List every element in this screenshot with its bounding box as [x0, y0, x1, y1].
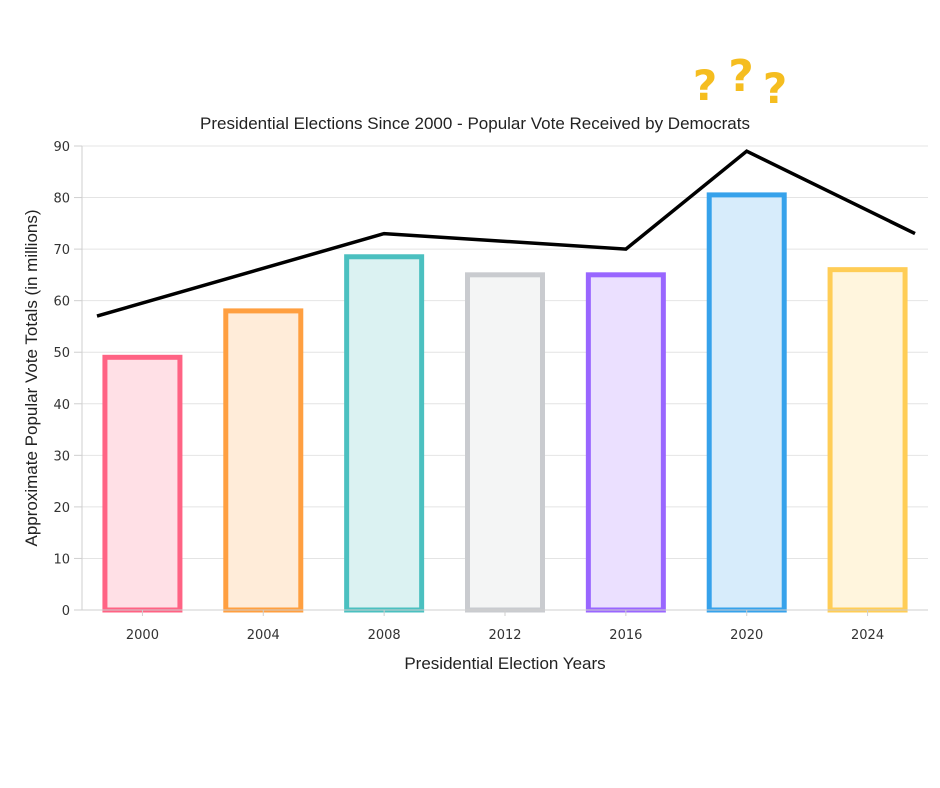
bar-2004: [223, 308, 304, 613]
bar-2020: [706, 192, 787, 613]
y-tick-label: 10: [53, 552, 70, 567]
x-tick-label: 2020: [730, 628, 763, 643]
x-axis-title: Presidential Election Years: [404, 654, 605, 673]
trend-line-path: [96, 149, 916, 318]
y-tick-label: 0: [62, 604, 70, 619]
chart-title: Presidential Elections Since 2000 - Popu…: [200, 114, 750, 133]
y-tick-label: 20: [53, 501, 70, 516]
x-tick-label: 2000: [126, 628, 159, 643]
x-tick-label: 2012: [488, 628, 521, 643]
question-mark: ?: [763, 64, 787, 113]
bar-2016: [585, 272, 666, 613]
bar-2024: [827, 267, 908, 613]
x-tick-label: 2008: [368, 628, 401, 643]
y-tick-label: 80: [53, 192, 70, 207]
axes: [81, 146, 928, 611]
x-axis-ticks: 2000 2004 2008 2012 2016 2020 2024: [126, 610, 884, 643]
y-tick-label: 90: [53, 140, 70, 155]
bar-2000: [102, 354, 183, 613]
question-mark: ?: [728, 51, 754, 102]
y-axis-ticks: 0 10 20 30 40 50 60 70 80 90: [53, 140, 82, 619]
y-tick-label: 40: [53, 398, 70, 413]
x-tick-label: 2024: [851, 628, 884, 643]
y-tick-label: 30: [53, 449, 70, 464]
y-tick-label: 60: [53, 295, 70, 310]
question-marks-annotation: ???: [693, 51, 787, 113]
y-axis-title: Approximate Popular Vote Totals (in mill…: [22, 209, 41, 546]
y-tick-label: 70: [53, 243, 70, 258]
bar-2008: [344, 254, 425, 613]
trend-line: [96, 149, 916, 318]
question-mark: ?: [693, 61, 717, 110]
bars: [102, 192, 908, 613]
x-tick-label: 2016: [609, 628, 642, 643]
bar-2012: [465, 272, 545, 613]
y-tick-label: 50: [53, 346, 70, 361]
x-tick-label: 2004: [247, 628, 280, 643]
